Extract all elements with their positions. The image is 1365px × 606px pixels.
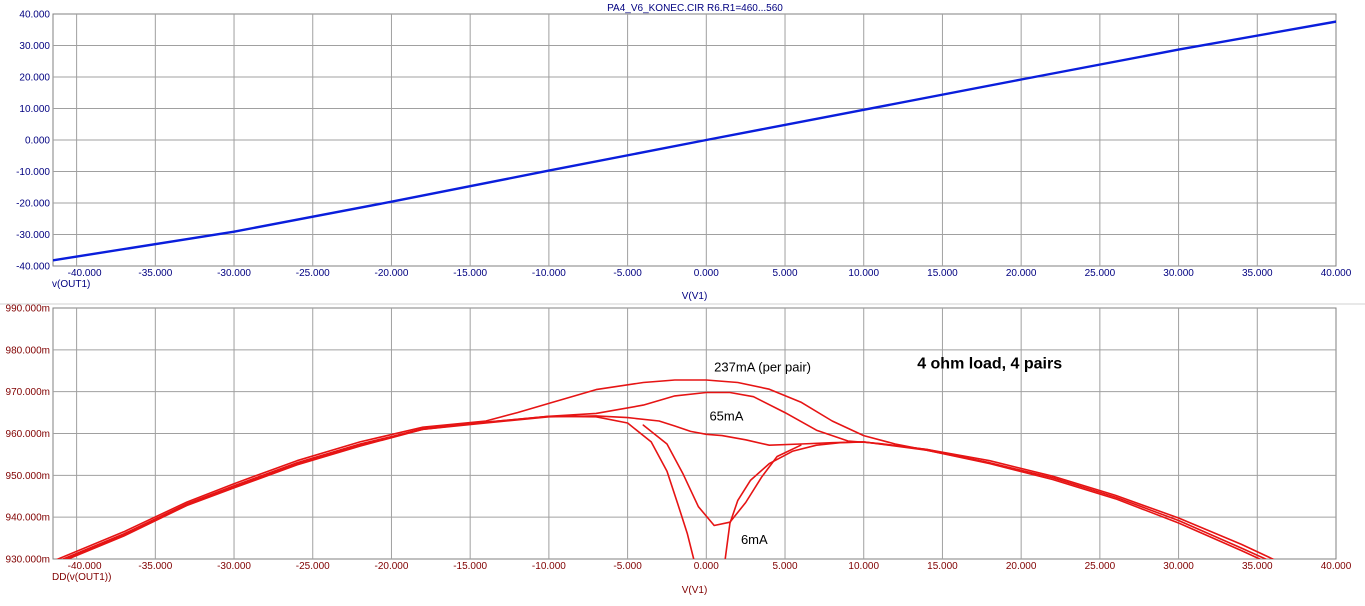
y-tick-label: -30.000	[16, 230, 50, 241]
y-tick-label: 0.000	[25, 136, 50, 147]
annotation-label: 65mA	[709, 409, 743, 424]
x-tick-label: -20.000	[374, 561, 408, 572]
window-title: PA4_V6_KONEC.CIR R6.R1=460...560	[607, 3, 783, 14]
x-tick-label: 10.000	[848, 268, 879, 279]
series-line-1	[53, 20, 1336, 262]
x-tick-label: -25.000	[296, 561, 330, 572]
annotation-label: 6mA	[741, 532, 768, 547]
series-line-4	[63, 415, 695, 559]
series-line-3	[55, 379, 1262, 559]
x-tick-label: -10.000	[532, 561, 566, 572]
x-tick-label: -40.000	[68, 268, 102, 279]
x-tick-label: 30.000	[1163, 561, 1194, 572]
y-axis-label: v(OUT1)	[52, 279, 90, 290]
x-tick-label: -5.000	[613, 268, 642, 279]
x-tick-label: -25.000	[296, 268, 330, 279]
x-tick-label: -30.000	[217, 561, 251, 572]
x-tick-label: 40.000	[1321, 268, 1352, 279]
series-group	[53, 20, 1336, 262]
y-axis-label: DD(v(OUT1))	[52, 572, 111, 583]
series-line-6	[642, 424, 802, 527]
x-tick-label: 20.000	[1006, 561, 1037, 572]
chart-pane-2: -40.000 -35.000 -30.000 -25.000 -20.000 -15.0…	[6, 304, 1352, 597]
x-tick-label: 0.000	[694, 561, 719, 572]
x-tick-label: 35.000	[1242, 561, 1273, 572]
x-tick-label: -10.000	[532, 268, 566, 279]
y-tick-label: 980.000m	[6, 345, 50, 356]
x-tick-label: 25.000	[1085, 268, 1116, 279]
annotation-label: 237mA (per pair)	[714, 360, 811, 375]
x-tick-label: 10.000	[848, 561, 879, 572]
y-tick-label: -40.000	[16, 262, 50, 273]
x-tick-label: 40.000	[1321, 561, 1352, 572]
x-tick-label: -20.000	[374, 268, 408, 279]
x-tick-label: -15.000	[453, 561, 487, 572]
x-tick-label: -5.000	[613, 561, 642, 572]
x-tick-label: 35.000	[1242, 268, 1273, 279]
x-tick-label: 30.000	[1163, 268, 1194, 279]
series-line-1	[66, 415, 1275, 559]
y-tick-label: 970.000m	[6, 387, 50, 398]
y-tick-label: 930.000m	[6, 555, 50, 566]
y-tick-label: -20.000	[16, 199, 50, 210]
series-line-5	[724, 441, 991, 559]
y-tick-label: 10.000	[19, 104, 50, 115]
y-tick-label: 40.000	[19, 10, 50, 21]
chart-pane-1: -40.000 -35.000 -30.000 -25.000 -20.000 -15.0…	[16, 10, 1352, 303]
x-axis-label: V(V1)	[682, 585, 708, 596]
series-line-2	[61, 391, 1268, 559]
x-tick-label: -30.000	[217, 268, 251, 279]
x-tick-label: 5.000	[773, 268, 798, 279]
y-tick-label: -10.000	[16, 167, 50, 178]
x-tick-label: -35.000	[138, 268, 172, 279]
annotation-label: 4 ohm load, 4 pairs	[917, 356, 1062, 373]
y-tick-label: 940.000m	[6, 513, 50, 524]
x-axis-label: V(V1)	[682, 291, 708, 302]
y-tick-label: 950.000m	[6, 471, 50, 482]
x-tick-label: 15.000	[927, 268, 958, 279]
x-tick-label: 0.000	[694, 268, 719, 279]
x-tick-label: -35.000	[138, 561, 172, 572]
x-tick-label: 25.000	[1085, 561, 1116, 572]
series-group	[55, 379, 1275, 559]
y-tick-label: 960.000m	[6, 429, 50, 440]
y-tick-label: 990.000m	[6, 304, 50, 315]
x-tick-label: 20.000	[1006, 268, 1037, 279]
x-tick-label: -15.000	[453, 268, 487, 279]
x-tick-label: 5.000	[773, 561, 798, 572]
x-tick-label: -40.000	[68, 561, 102, 572]
x-tick-label: 15.000	[927, 561, 958, 572]
y-tick-label: 30.000	[19, 41, 50, 52]
y-tick-label: 20.000	[19, 73, 50, 84]
